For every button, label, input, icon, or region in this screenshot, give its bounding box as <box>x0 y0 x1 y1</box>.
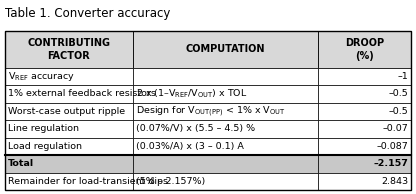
Bar <box>318 138 411 155</box>
Bar <box>318 68 411 85</box>
Bar <box>133 120 318 138</box>
Bar <box>133 103 318 120</box>
Text: 2.843: 2.843 <box>381 177 408 186</box>
Bar <box>133 138 318 155</box>
Text: –0.07: –0.07 <box>382 124 408 133</box>
Bar <box>133 31 318 68</box>
Bar <box>133 68 318 85</box>
Text: 1% external feedback resistors: 1% external feedback resistors <box>8 89 156 99</box>
Text: DROOP
(%): DROOP (%) <box>345 38 384 61</box>
Bar <box>318 103 411 120</box>
Bar <box>5 138 133 155</box>
Bar <box>318 155 411 173</box>
Bar <box>318 173 411 190</box>
Bar <box>318 31 411 68</box>
Text: –1: –1 <box>397 72 408 81</box>
Bar <box>5 173 133 190</box>
Text: (5% – 2.157%): (5% – 2.157%) <box>136 177 205 186</box>
Bar <box>5 68 133 85</box>
Bar <box>133 173 318 190</box>
Bar <box>5 120 133 138</box>
Text: (0.03%/A) x (3 – 0.1) A: (0.03%/A) x (3 – 0.1) A <box>136 142 244 151</box>
Text: Line regulation: Line regulation <box>8 124 79 133</box>
Bar <box>318 85 411 103</box>
Bar <box>5 103 133 120</box>
Text: Design for V$_\mathregular{OUT(PP)}$ < 1% x V$_\mathregular{OUT}$: Design for V$_\mathregular{OUT(PP)}$ < 1… <box>136 104 285 119</box>
Bar <box>133 85 318 103</box>
Text: Worst-case output ripple: Worst-case output ripple <box>8 107 125 116</box>
Text: –0.087: –0.087 <box>376 142 408 151</box>
Text: 2 x (1–V$_\mathregular{REF}$/V$_\mathregular{OUT}$) x TOL: 2 x (1–V$_\mathregular{REF}$/V$_\mathreg… <box>136 88 248 100</box>
Bar <box>5 85 133 103</box>
Text: V$_\mathregular{REF}$ accuracy: V$_\mathregular{REF}$ accuracy <box>8 70 75 83</box>
Bar <box>318 120 411 138</box>
Text: –0.5: –0.5 <box>389 89 408 99</box>
Bar <box>5 31 411 190</box>
Text: COMPUTATION: COMPUTATION <box>186 44 265 54</box>
Bar <box>133 155 318 173</box>
Bar <box>5 31 133 68</box>
Text: Table 1. Converter accuracy: Table 1. Converter accuracy <box>5 7 171 20</box>
Text: Load regulation: Load regulation <box>8 142 82 151</box>
Bar <box>5 155 133 173</box>
Text: Total: Total <box>8 159 34 168</box>
Text: CONTRIBUTING
FACTOR: CONTRIBUTING FACTOR <box>27 38 110 61</box>
Text: (0.07%/V) x (5.5 – 4.5) %: (0.07%/V) x (5.5 – 4.5) % <box>136 124 255 133</box>
Text: –2.157: –2.157 <box>373 159 408 168</box>
Text: Remainder for load-transient dips: Remainder for load-transient dips <box>8 177 168 186</box>
Text: –0.5: –0.5 <box>389 107 408 116</box>
